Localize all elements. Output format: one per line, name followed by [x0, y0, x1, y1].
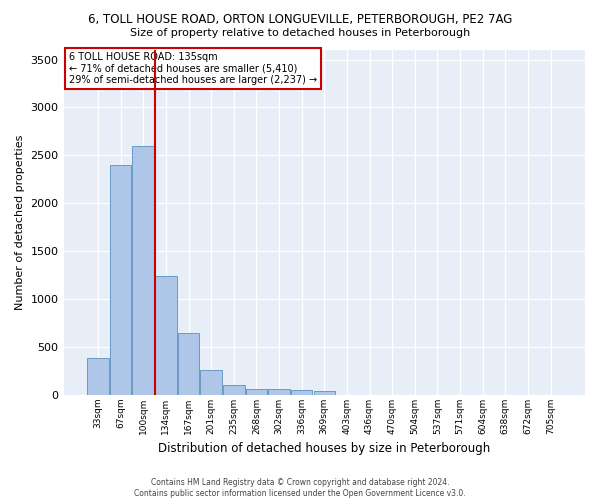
- Bar: [133, 146, 154, 394]
- Bar: [314, 392, 335, 394]
- Text: 6, TOLL HOUSE ROAD, ORTON LONGUEVILLE, PETERBOROUGH, PE2 7AG: 6, TOLL HOUSE ROAD, ORTON LONGUEVILLE, P…: [88, 12, 512, 26]
- Text: Size of property relative to detached houses in Peterborough: Size of property relative to detached ho…: [130, 28, 470, 38]
- Bar: [155, 276, 176, 394]
- Text: Contains HM Land Registry data © Crown copyright and database right 2024.
Contai: Contains HM Land Registry data © Crown c…: [134, 478, 466, 498]
- Bar: [200, 370, 222, 394]
- Bar: [291, 390, 313, 394]
- Bar: [178, 334, 199, 394]
- Bar: [245, 389, 267, 394]
- Y-axis label: Number of detached properties: Number of detached properties: [15, 134, 25, 310]
- Bar: [268, 389, 290, 394]
- Bar: [223, 385, 245, 394]
- Text: 6 TOLL HOUSE ROAD: 135sqm
← 71% of detached houses are smaller (5,410)
29% of se: 6 TOLL HOUSE ROAD: 135sqm ← 71% of detac…: [69, 52, 317, 85]
- X-axis label: Distribution of detached houses by size in Peterborough: Distribution of detached houses by size …: [158, 442, 490, 455]
- Bar: [110, 165, 131, 394]
- Bar: [87, 358, 109, 395]
